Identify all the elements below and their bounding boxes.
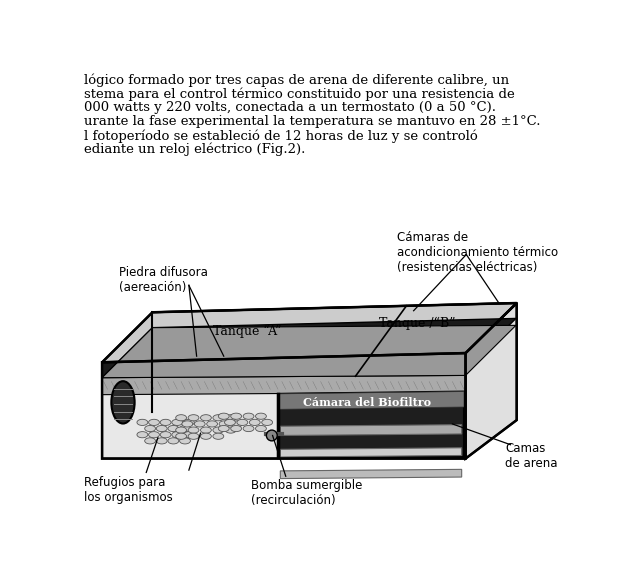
Ellipse shape [219, 413, 229, 419]
Ellipse shape [201, 433, 212, 439]
Ellipse shape [137, 432, 148, 437]
Ellipse shape [206, 421, 217, 427]
Polygon shape [102, 325, 516, 378]
Ellipse shape [243, 413, 254, 419]
Ellipse shape [149, 419, 159, 425]
Ellipse shape [137, 419, 148, 425]
Ellipse shape [156, 437, 167, 444]
Ellipse shape [225, 415, 236, 421]
Ellipse shape [172, 419, 183, 425]
Ellipse shape [213, 415, 224, 421]
Ellipse shape [156, 425, 167, 432]
Text: Tanque /“B”: Tanque /“B” [379, 317, 456, 331]
Ellipse shape [176, 433, 186, 439]
Ellipse shape [219, 421, 230, 427]
Ellipse shape [194, 421, 205, 427]
Polygon shape [102, 353, 466, 458]
Ellipse shape [183, 419, 194, 425]
Ellipse shape [160, 419, 171, 425]
Ellipse shape [249, 419, 260, 425]
Text: lógico formado por tres capas de arena de diferente calibre, un: lógico formado por tres capas de arena d… [84, 74, 509, 87]
Ellipse shape [176, 427, 186, 433]
Ellipse shape [111, 381, 134, 424]
Text: Piedra difusora
(aereación): Piedra difusora (aereación) [119, 266, 208, 294]
Text: 000 watts y 220 volts, conectada a un termostato (0 a 50 °C).: 000 watts y 220 volts, conectada a un te… [84, 101, 496, 114]
Ellipse shape [179, 425, 190, 432]
Ellipse shape [255, 425, 266, 432]
Ellipse shape [225, 427, 236, 433]
Ellipse shape [145, 437, 156, 444]
Polygon shape [466, 303, 517, 458]
Ellipse shape [201, 427, 212, 433]
Ellipse shape [213, 433, 224, 439]
Ellipse shape [160, 432, 171, 437]
Ellipse shape [231, 413, 242, 419]
Ellipse shape [149, 432, 159, 437]
Ellipse shape [179, 437, 190, 444]
Polygon shape [102, 375, 466, 394]
Ellipse shape [201, 415, 212, 421]
Ellipse shape [231, 425, 242, 432]
Text: ediante un reloj eléctrico (Fig.2).: ediante un reloj eléctrico (Fig.2). [84, 143, 305, 156]
Polygon shape [280, 469, 462, 479]
Text: Tanque “A”: Tanque “A” [213, 325, 281, 338]
Ellipse shape [243, 425, 254, 432]
Ellipse shape [168, 425, 179, 432]
Ellipse shape [213, 427, 224, 433]
Ellipse shape [188, 415, 199, 421]
Polygon shape [278, 392, 464, 457]
Ellipse shape [224, 419, 235, 425]
Text: Cámara del Biofiltro: Cámara del Biofiltro [303, 397, 431, 408]
Polygon shape [280, 425, 462, 436]
Ellipse shape [168, 437, 179, 444]
Text: stema para el control térmico constituido por una resistencia de: stema para el control térmico constituid… [84, 87, 515, 101]
Ellipse shape [262, 419, 273, 425]
Circle shape [266, 430, 277, 441]
Ellipse shape [188, 433, 199, 439]
Ellipse shape [188, 427, 199, 433]
Text: Bomba sumergible
(recirculación): Bomba sumergible (recirculación) [251, 479, 362, 507]
Polygon shape [102, 303, 517, 363]
Text: Camas
de arena: Camas de arena [505, 442, 557, 469]
Ellipse shape [145, 425, 156, 432]
Ellipse shape [176, 415, 186, 421]
Ellipse shape [172, 432, 183, 437]
Text: urante la fase experimental la temperatura se mantuvo en 28 ±1°C.: urante la fase experimental la temperatu… [84, 115, 541, 128]
Polygon shape [102, 353, 466, 378]
Text: Cámaras de
acondicionamiento térmico
(resistencias eléctricas): Cámaras de acondicionamiento térmico (re… [397, 231, 557, 274]
Text: Refugios para
los organismos: Refugios para los organismos [84, 475, 173, 504]
Ellipse shape [231, 421, 242, 427]
Text: l fotoperíodo se estableció de 12 horas de luz y se controló: l fotoperíodo se estableció de 12 horas … [84, 129, 478, 142]
Polygon shape [278, 392, 464, 409]
Ellipse shape [183, 432, 194, 437]
Ellipse shape [237, 419, 248, 425]
Polygon shape [102, 318, 516, 378]
Ellipse shape [182, 421, 193, 427]
Ellipse shape [219, 425, 229, 432]
Ellipse shape [255, 413, 266, 419]
Polygon shape [280, 448, 462, 457]
